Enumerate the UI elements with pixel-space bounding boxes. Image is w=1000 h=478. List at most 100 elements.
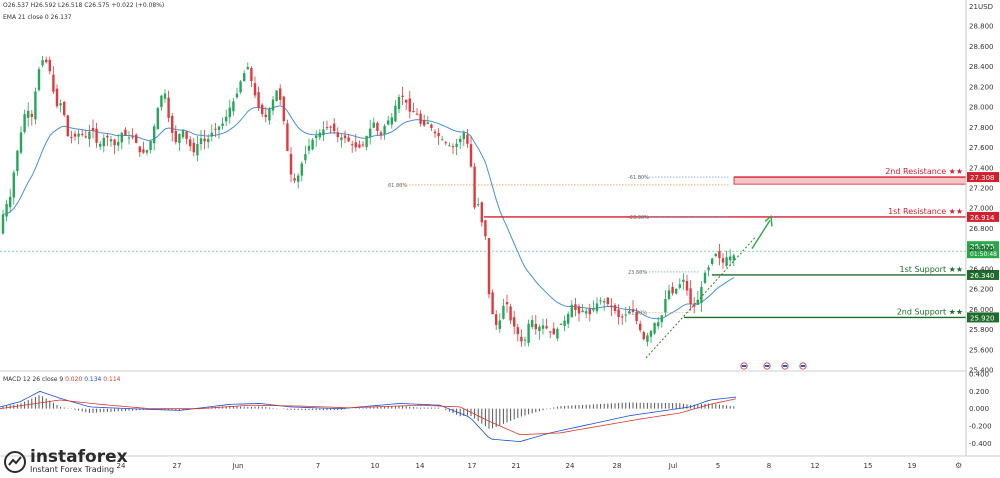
candle-body <box>603 301 606 303</box>
arrow-head <box>764 214 773 227</box>
candle-body <box>221 123 224 127</box>
candle-body <box>70 136 73 138</box>
candle-body <box>340 137 343 141</box>
candle-body <box>282 96 285 122</box>
settings-icon: ⚙ <box>955 461 962 470</box>
y-tick-label: 27.800 <box>969 124 994 132</box>
candle-body <box>250 67 253 81</box>
brand-tagline: Instant Forex Trading <box>30 465 115 474</box>
brand-logo: instaforex Instant Forex Trading <box>4 449 128 474</box>
macd-tick-label: -0.400 <box>969 440 992 448</box>
candle-body <box>275 90 278 101</box>
candle-body <box>649 330 653 337</box>
candle-body <box>286 123 289 151</box>
candle-body <box>585 311 588 314</box>
event-flag-icon-stripe <box>782 365 788 367</box>
candle-body <box>531 319 534 328</box>
candle-body <box>239 81 242 93</box>
x-tick-label: Jun <box>232 462 244 470</box>
current-price-tag <box>967 241 999 259</box>
fib-label: -23.30% <box>628 215 649 221</box>
macd-tick-label: 0.000 <box>969 405 989 413</box>
candle-body <box>27 110 30 118</box>
candle-body <box>91 127 95 131</box>
candle-body <box>696 299 699 305</box>
y-tick-label: 27.000 <box>969 205 994 213</box>
candle-body <box>387 120 390 125</box>
candle-body <box>203 138 206 142</box>
candle-body <box>423 120 426 126</box>
candle-body <box>135 134 138 144</box>
candle-body <box>379 132 383 135</box>
candle-body <box>41 60 44 66</box>
candle-body <box>707 267 710 271</box>
candle-body <box>595 303 599 312</box>
candle-body <box>459 138 462 143</box>
candle-body <box>667 290 671 299</box>
candle-body <box>581 310 584 313</box>
macd-tick-label: 0.200 <box>969 388 989 396</box>
candle-body <box>671 287 674 294</box>
fib-label: 61.80% <box>388 183 407 189</box>
candles <box>1 56 735 347</box>
candle-body <box>394 105 397 122</box>
candle-body <box>462 132 465 140</box>
x-tick-label: 8 <box>767 462 771 470</box>
candle-body <box>646 335 649 342</box>
resistance-zone <box>733 176 967 185</box>
candle-body <box>657 322 660 327</box>
levels: 2nd Resistance ★★ 27.308 1st Resistance ★★… <box>388 167 999 323</box>
candle-body <box>606 297 609 305</box>
candle-body <box>487 238 491 295</box>
candle-body <box>207 138 210 143</box>
candle-body <box>185 131 188 139</box>
candle-body <box>307 145 311 151</box>
support-trendline <box>645 236 757 359</box>
candle-body <box>513 317 516 327</box>
candle-body <box>19 132 23 153</box>
candle-body <box>66 115 69 137</box>
candle-body <box>315 135 318 138</box>
candle-body <box>552 328 555 335</box>
candle-body <box>225 116 228 122</box>
candle-body <box>520 336 523 342</box>
price-axis: 25.400 25.600 25.800 26.000 26.200 26.400 26.6… <box>965 0 994 456</box>
candle-body <box>556 328 559 339</box>
time-axis: 24 27 Jun 7 10 14 17 21 24 28 Jul 5 8 12 15 19 ⚙ <box>117 461 963 470</box>
candle-body <box>430 124 433 129</box>
candle-body <box>318 132 321 138</box>
candle-body <box>351 144 354 146</box>
candle-body <box>437 132 440 137</box>
candle-body <box>426 122 429 125</box>
y-tick-label: 26.400 <box>969 265 994 273</box>
candle-body <box>678 284 681 288</box>
ohlc-readout: O26.537 H26.592 L26.518 C26.575 +0.022 (… <box>3 2 165 9</box>
candle-body <box>574 304 577 311</box>
candle-body <box>138 146 141 153</box>
level-name: 2nd Support ★★ <box>897 307 963 316</box>
candle-body <box>664 298 667 313</box>
candle-body <box>196 144 199 156</box>
candle-body <box>106 135 109 138</box>
candle-body <box>725 257 728 266</box>
candle-body <box>343 135 347 139</box>
candle-body <box>498 320 501 329</box>
candle-body <box>142 149 145 153</box>
ema-21-line <box>2 105 735 320</box>
candle-body <box>217 126 221 131</box>
candle-body <box>257 92 260 108</box>
candle-body <box>502 305 505 319</box>
candle-body <box>5 203 8 217</box>
candle-body <box>329 126 332 128</box>
candle-body <box>88 131 91 140</box>
level-name: 1st Resistance ★★ <box>888 207 963 216</box>
candle-body <box>444 142 447 144</box>
candle-body <box>563 320 566 326</box>
y-tick-label: 28.800 <box>969 23 994 31</box>
candle-body <box>408 98 411 112</box>
candle-body <box>300 163 303 176</box>
candle-body <box>473 166 476 208</box>
candle-body <box>117 141 120 146</box>
candle-body <box>322 129 325 136</box>
candle-body <box>415 113 419 115</box>
